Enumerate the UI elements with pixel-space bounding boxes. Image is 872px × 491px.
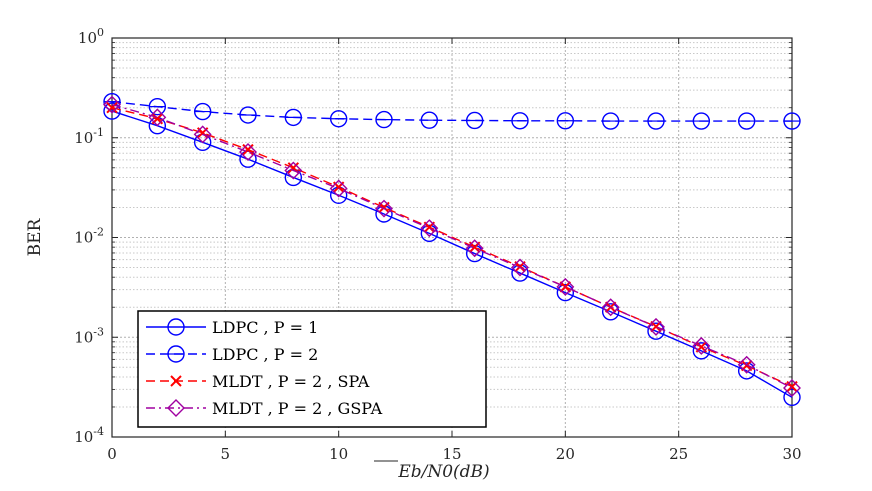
series — [103, 92, 801, 407]
data-point — [647, 322, 665, 340]
y-tick-label: 10-1 — [74, 126, 104, 147]
data-point — [239, 150, 257, 168]
data-point — [783, 388, 801, 407]
data-point — [647, 317, 665, 336]
x-tick-label: 25 — [669, 445, 688, 463]
series-4 — [103, 95, 801, 397]
data-point — [737, 362, 756, 380]
legend-marker — [167, 318, 185, 336]
axis-labels: BER Eb/N0(dB) — [25, 217, 490, 482]
series-1 — [103, 102, 801, 407]
data-point — [783, 378, 801, 397]
x-tick-label: 15 — [442, 445, 461, 463]
legend-marker — [170, 375, 182, 387]
legend-entry: MLDT , P = 2 , SPA — [146, 372, 370, 391]
series-line — [111, 107, 793, 388]
data-point — [103, 102, 121, 120]
data-point — [556, 277, 575, 296]
legend-label: MLDT , P = 2 , SPA — [212, 372, 370, 391]
data-point — [601, 298, 620, 317]
y-tick-label: 10-4 — [74, 425, 104, 446]
data-point — [511, 264, 529, 282]
x-tick-label: 10 — [329, 445, 348, 463]
data-point — [284, 161, 303, 180]
data-point — [375, 205, 393, 223]
series-2 — [103, 92, 801, 130]
series-line — [111, 110, 793, 398]
data-point — [511, 258, 529, 277]
legend-box — [137, 310, 487, 428]
y-axis-label: BER — [25, 217, 45, 256]
series-line — [111, 100, 792, 122]
legend: LDPC , P = 1 LDPC , P = 2 MLDT , P = 2 , S… — [137, 310, 487, 428]
legend-label: LDPC , P = 1 — [212, 318, 318, 337]
legend-label: MLDT , P = 2 , GSPA — [212, 399, 383, 418]
data-point — [420, 224, 439, 243]
y-tick-label: 10-2 — [74, 226, 104, 247]
series-line — [111, 103, 793, 389]
x-axis-label: Eb/N0(dB) — [397, 462, 489, 482]
data-point — [106, 102, 118, 114]
data-point — [650, 320, 662, 333]
data-point — [692, 336, 711, 355]
data-point — [193, 125, 212, 144]
legend-entry: LDPC , P = 1 — [146, 318, 318, 337]
y-tick-label: 100 — [78, 26, 104, 47]
data-point — [103, 95, 121, 114]
data-point — [465, 244, 484, 263]
data-point — [239, 142, 257, 161]
data-point — [601, 303, 620, 321]
axes: 0 5 10 15 20 25 30 100 10-1 10-2 10-3 10-4 — [74, 26, 801, 463]
x-tick-label: 20 — [556, 445, 575, 463]
legend-entry: LDPC , P = 2 — [146, 345, 318, 364]
data-point — [465, 239, 484, 258]
legend-entry: MLDT , P = 2 , GSPA — [146, 399, 383, 418]
x-tick-label: 30 — [782, 445, 801, 463]
data-point — [737, 355, 756, 374]
legend-marker — [167, 399, 185, 417]
data-point — [329, 179, 348, 198]
data-point — [556, 283, 575, 302]
data-point — [284, 168, 303, 187]
x-tick-label: 5 — [221, 445, 231, 463]
y-tick-label: 10-3 — [74, 325, 104, 346]
data-point — [375, 199, 393, 218]
legend-label: LDPC , P = 2 — [212, 345, 318, 364]
data-point — [148, 108, 167, 127]
x-tick-label: 0 — [107, 445, 117, 463]
data-point — [420, 219, 439, 238]
